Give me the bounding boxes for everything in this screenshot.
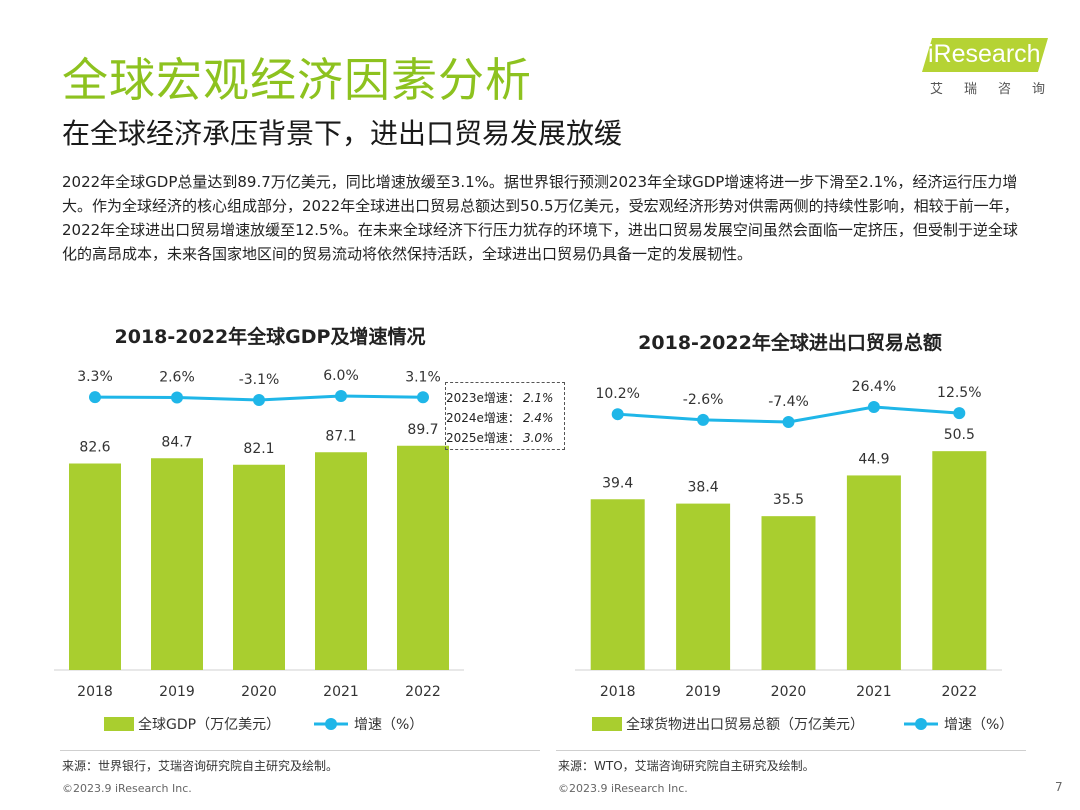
growth-point <box>335 390 347 402</box>
logo-badge <box>922 38 1048 72</box>
x-tick-label: 2020 <box>771 684 807 700</box>
bar <box>151 458 203 670</box>
bar-value-label: 87.1 <box>325 428 356 444</box>
bar-value-label: 82.1 <box>243 441 274 457</box>
growth-label: 6.0% <box>323 368 359 384</box>
forecast-value: 2.1% <box>522 391 554 405</box>
x-tick-label: 2018 <box>600 684 636 700</box>
x-tick-label: 2021 <box>856 684 892 700</box>
bar-value-label: 82.6 <box>79 440 110 456</box>
logo-cn: 艾瑞咨询 <box>930 82 1067 97</box>
bar <box>932 451 987 670</box>
forecast-row: 2025e增速： 3.0% <box>446 428 564 448</box>
bar-value-label: 38.4 <box>688 480 719 496</box>
page-title: 全球宏观经济因素分析 <box>62 53 532 107</box>
trade-chart: 39.4 2018 38.4 2019 35.5 2020 44.9 2021 50.5 2022… <box>575 379 1013 733</box>
forecast-value: 2.4% <box>522 411 554 425</box>
legend-bar-swatch <box>104 717 134 731</box>
growth-point <box>89 391 101 404</box>
legend-bar-label: 全球GDP（万亿美元） <box>138 716 280 733</box>
growth-label: -7.4% <box>768 394 809 410</box>
x-tick-label: 2022 <box>405 684 441 700</box>
bar-value-label: 89.7 <box>407 422 438 438</box>
growth-point <box>253 394 265 406</box>
copyright-right: ©2023.9 iResearch Inc. <box>558 782 688 795</box>
x-tick-label: 2021 <box>323 684 359 700</box>
logo-text: iResearch <box>928 40 1041 68</box>
bar-value-label: 39.4 <box>602 475 633 491</box>
bar <box>676 503 731 670</box>
bar <box>397 445 449 670</box>
growth-point <box>611 408 624 421</box>
legend-line-label: 增速（%） <box>944 717 1013 733</box>
source-divider-right <box>556 750 1026 751</box>
legend-line-label: 增速（%） <box>354 717 423 733</box>
x-tick-label: 2022 <box>941 684 977 700</box>
growth-point <box>171 391 183 404</box>
bar <box>69 463 121 670</box>
x-tick-label: 2019 <box>685 684 721 700</box>
forecast-row: 2024e增速： 2.4% <box>446 408 564 428</box>
growth-label: 26.4% <box>852 379 896 395</box>
growth-point <box>782 416 795 428</box>
legend-line-marker <box>915 718 927 730</box>
growth-point <box>953 407 966 420</box>
x-tick-label: 2020 <box>241 684 277 700</box>
gdp-chart: 82.6 2018 84.7 2019 82.1 2020 87.1 2021 89.7 2022… <box>54 368 464 733</box>
iresearch-logo: iResearch 艾瑞咨询 <box>922 38 1052 98</box>
growth-label: 3.3% <box>77 369 113 385</box>
bar-value-label: 44.9 <box>858 451 889 467</box>
bar-value-label: 50.5 <box>944 427 975 443</box>
page-subtitle: 在全球经济承压背景下，进出口贸易发展放缓 <box>62 117 623 150</box>
bar <box>590 499 645 670</box>
growth-label: 2.6% <box>159 369 195 385</box>
legend-line-marker <box>325 718 337 730</box>
bar <box>846 475 901 670</box>
legend-bar-label: 全球货物进出口贸易总额（万亿美元） <box>626 716 864 733</box>
forecast-row: 2023e增速： 2.1% <box>446 388 564 408</box>
source-right: 来源：WTO，艾瑞咨询研究院自主研究及绘制。 <box>558 759 815 773</box>
forecast-label: 2024e增速： <box>446 411 520 425</box>
growth-label: -3.1% <box>239 372 280 388</box>
bar-value-label: 84.7 <box>161 434 192 450</box>
growth-label: 3.1% <box>405 369 441 385</box>
forecast-label: 2025e增速： <box>446 431 520 445</box>
bar <box>761 516 816 670</box>
bar-value-label: 35.5 <box>773 492 804 508</box>
source-left: 来源：世界银行，艾瑞咨询研究院自主研究及绘制。 <box>62 759 339 773</box>
forecast-box: 2023e增速： 2.1% 2024e增速： 2.4% 2025e增速： 3.0% <box>445 382 565 450</box>
bar <box>315 452 367 670</box>
growth-point <box>867 401 880 413</box>
growth-point <box>417 391 429 404</box>
x-tick-label: 2018 <box>77 684 113 700</box>
growth-label: 12.5% <box>937 385 981 401</box>
copyright-left: ©2023.9 iResearch Inc. <box>62 782 192 795</box>
page-number: 7 <box>1055 780 1063 794</box>
gdp-chart-title: 2018-2022年全球GDP及增速情况 <box>114 326 426 348</box>
legend-bar-swatch <box>592 717 622 731</box>
growth-point <box>697 413 710 426</box>
summary-paragraph: 2022年全球GDP总量达到89.7万亿美元，同比增速放缓至3.1%。据世界银行… <box>62 173 1019 263</box>
forecast-value: 3.0% <box>522 431 554 445</box>
growth-label: -2.6% <box>683 392 724 408</box>
x-tick-label: 2019 <box>159 684 195 700</box>
source-divider-left <box>60 750 540 751</box>
forecast-label: 2023e增速： <box>446 391 520 405</box>
bar <box>233 464 285 670</box>
growth-label: 10.2% <box>595 386 639 402</box>
trade-chart-title: 2018-2022年全球进出口贸易总额 <box>638 332 942 354</box>
